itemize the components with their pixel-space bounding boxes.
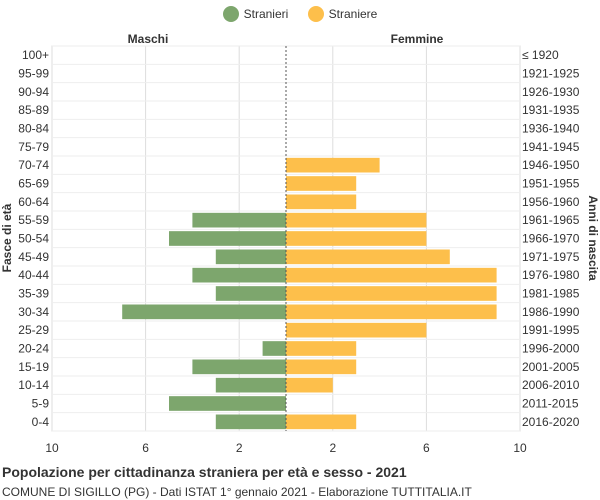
x-tick-label: 10 <box>45 441 59 455</box>
age-group-label: 65-69 <box>18 177 49 191</box>
bar-male <box>262 341 286 356</box>
bar-female <box>286 322 427 338</box>
bar-female <box>286 359 357 375</box>
birth-year-label: 1941-1945 <box>522 140 580 154</box>
y-axis-label-left: Fasce di età <box>0 203 14 272</box>
age-group-label: 45-49 <box>18 250 49 264</box>
age-group-label: 90-94 <box>18 85 49 99</box>
age-group-label: 30-34 <box>18 305 49 319</box>
bar-female <box>286 414 357 430</box>
birth-year-label: 1976-1980 <box>522 268 580 282</box>
birth-year-label: 2011-2015 <box>522 397 579 411</box>
birth-year-label: 1926-1930 <box>522 85 580 99</box>
birth-year-label: 1991-1995 <box>522 323 580 337</box>
birth-year-label: 1956-1960 <box>522 195 580 209</box>
chart-subtitle: COMUNE DI SIGILLO (PG) - Dati ISTAT 1° g… <box>2 485 472 499</box>
bar-male <box>215 414 286 430</box>
birth-year-label: ≤ 1920 <box>522 48 559 62</box>
bar-female <box>286 267 497 283</box>
bar-male <box>192 212 286 228</box>
birth-year-label: 1921-1925 <box>522 67 580 81</box>
y-axis-label-right: Anni di nascita <box>586 195 600 281</box>
birth-year-label: 1951-1955 <box>522 177 580 191</box>
age-group-label: 10-14 <box>18 378 49 392</box>
legend: Stranieri Straniere <box>0 6 600 25</box>
birth-year-label: 1981-1985 <box>522 287 580 301</box>
labels: 10 6 2 2 6 10 100+ ≤ 1920 95-99 1921-1925 90-94 192… <box>18 48 579 455</box>
birth-year-label: 1931-1935 <box>522 103 580 117</box>
bars <box>122 46 497 431</box>
age-group-label: 0-4 <box>32 415 50 429</box>
bar-male <box>215 377 286 393</box>
age-group-label: 50-54 <box>18 232 49 246</box>
age-group-label: 70-74 <box>18 158 49 172</box>
bar-female <box>286 341 357 356</box>
birth-year-label: 1961-1965 <box>522 213 580 227</box>
age-group-label: 35-39 <box>18 287 49 301</box>
birth-year-label: 1986-1990 <box>522 305 580 319</box>
age-group-label: 85-89 <box>18 103 49 117</box>
bar-female <box>286 249 450 265</box>
population-pyramid-chart: 10 6 2 2 6 10 100+ ≤ 1920 95-99 1921-1925 90-94 192… <box>0 32 600 455</box>
chart-title: Popolazione per cittadinanza straniera p… <box>2 464 407 480</box>
birth-year-label: 1971-1975 <box>522 250 580 264</box>
age-group-label: 75-79 <box>18 140 49 154</box>
bar-male <box>215 286 286 301</box>
bar-female <box>286 231 427 246</box>
age-group-label: 25-29 <box>18 323 49 337</box>
birth-year-label: 1946-1950 <box>522 158 580 172</box>
age-group-label: 95-99 <box>18 67 49 81</box>
header-males: Maschi <box>128 32 169 46</box>
birth-year-label: 2006-2010 <box>522 378 580 392</box>
bar-male <box>192 267 286 283</box>
bar-female <box>286 194 357 210</box>
x-tick-label: 6 <box>423 441 430 455</box>
x-tick-label: 2 <box>236 441 243 455</box>
age-group-label: 80-84 <box>18 122 49 136</box>
bar-female <box>286 286 497 301</box>
bar-female <box>286 157 380 173</box>
birth-year-label: 2001-2005 <box>522 360 580 374</box>
age-group-label: 15-19 <box>18 360 49 374</box>
bar-female <box>286 176 357 191</box>
birth-year-label: 1936-1940 <box>522 122 580 136</box>
bar-female <box>286 304 497 320</box>
bar-male <box>192 359 286 375</box>
bar-female <box>286 377 333 393</box>
birth-year-label: 1996-2000 <box>522 342 580 356</box>
legend-item-female: Straniere <box>307 6 378 22</box>
age-group-label: 60-64 <box>18 195 49 209</box>
legend-item-male: Stranieri <box>222 6 289 22</box>
age-group-label: 100+ <box>22 48 49 62</box>
bar-male <box>122 304 286 320</box>
header-females: Femmine <box>391 32 444 46</box>
birth-year-label: 2016-2020 <box>522 415 580 429</box>
bar-male <box>169 231 286 246</box>
x-tick-label: 6 <box>142 441 149 455</box>
age-group-label: 5-9 <box>32 397 50 411</box>
legend-swatch-female <box>307 6 324 22</box>
x-tick-label: 10 <box>513 441 527 455</box>
age-group-label: 20-24 <box>18 342 49 356</box>
age-group-label: 55-59 <box>18 213 49 227</box>
legend-label-male: Stranieri <box>243 7 289 21</box>
x-tick-label: 2 <box>329 441 336 455</box>
age-group-label: 40-44 <box>18 268 49 282</box>
bar-female <box>286 212 427 228</box>
bar-male <box>169 396 286 411</box>
birth-year-label: 1966-1970 <box>522 232 580 246</box>
bar-male <box>215 249 286 265</box>
legend-label-female: Straniere <box>328 7 378 21</box>
legend-swatch-male <box>222 6 239 22</box>
